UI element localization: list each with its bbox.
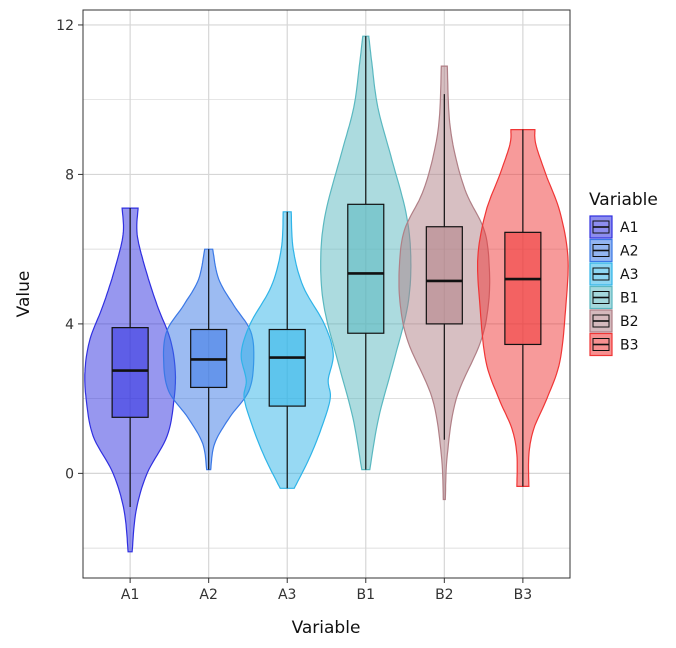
y-tick-label: 8 bbox=[65, 167, 74, 183]
legend-label: A3 bbox=[620, 267, 638, 283]
box-a1 bbox=[111, 327, 149, 418]
boxplots bbox=[111, 36, 542, 507]
legend: Variable A1 A2 A3 B1 B2 B3 bbox=[589, 190, 658, 357]
y-tick-label: 12 bbox=[56, 18, 74, 34]
legend-label: B3 bbox=[620, 338, 639, 354]
legend-title: Variable bbox=[589, 190, 658, 210]
y-axis: 0 4 8 12 bbox=[56, 18, 83, 482]
legend-item-b3: B3 bbox=[589, 332, 639, 357]
legend-item-a1: A1 bbox=[589, 215, 638, 239]
plot-border bbox=[82, 9, 571, 579]
legend-label: A1 bbox=[620, 220, 638, 236]
x-tick-label: A2 bbox=[199, 587, 217, 603]
legend-items: A1 A2 A3 B1 B2 B3 bbox=[589, 215, 639, 357]
box-b2 bbox=[425, 226, 463, 325]
x-axis-title: Variable bbox=[292, 618, 361, 638]
legend-label: B1 bbox=[620, 291, 639, 307]
box-b3 bbox=[504, 231, 542, 346]
legend-label: A2 bbox=[620, 244, 638, 260]
legend-item-a2: A2 bbox=[589, 238, 638, 263]
x-tick-label: B3 bbox=[514, 587, 533, 603]
legend-label: B2 bbox=[620, 314, 639, 330]
y-tick-label: 0 bbox=[65, 466, 74, 482]
y-tick-label: 4 bbox=[65, 317, 74, 333]
legend-item-b1: B1 bbox=[589, 285, 639, 310]
legend-item-a3: A3 bbox=[589, 262, 638, 286]
x-axis: A1 A2 A3 B1 B2 B3 bbox=[121, 578, 532, 603]
legend-item-b2: B2 bbox=[589, 309, 639, 333]
x-tick-label: B2 bbox=[435, 587, 454, 603]
x-tick-label: A1 bbox=[121, 587, 139, 603]
box-b1 bbox=[347, 203, 385, 334]
x-tick-label: B1 bbox=[357, 587, 376, 603]
y-axis-title: Value bbox=[14, 271, 34, 318]
box-a3 bbox=[268, 328, 306, 407]
x-tick-label: A3 bbox=[278, 587, 296, 603]
